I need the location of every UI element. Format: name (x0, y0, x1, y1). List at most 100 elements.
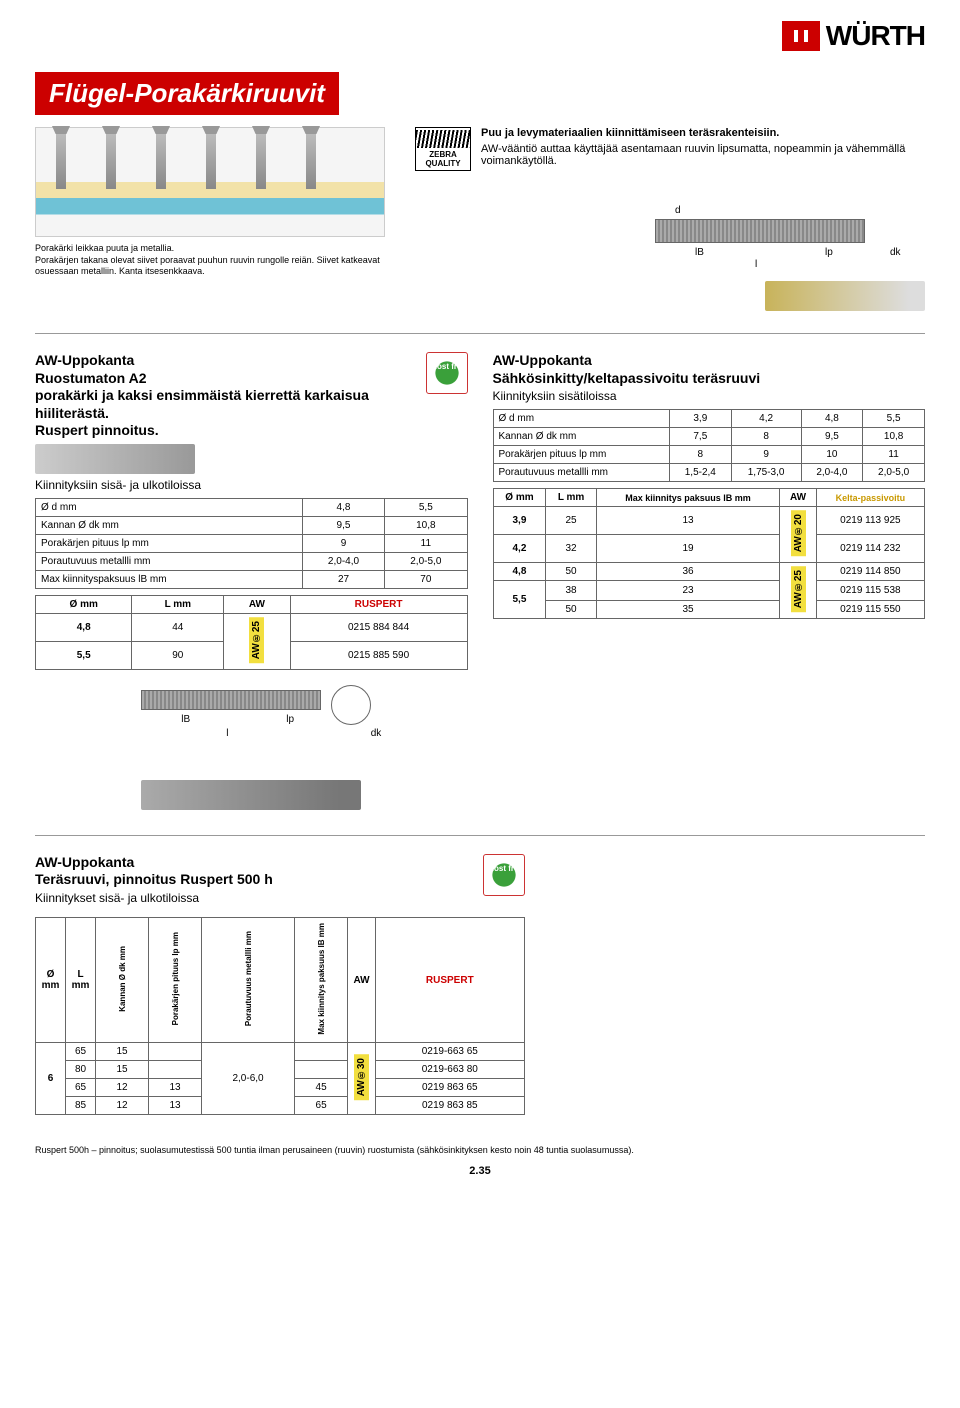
spec-val: 10,8 (385, 516, 467, 534)
spec-val: 9,5 (801, 428, 863, 446)
aw-drive-badge: AW®30 (348, 1043, 376, 1115)
article-number: 0215 884 844 (290, 613, 467, 641)
product-b-heading: AW-Uppokanta Sähkösinkitty/keltapassivoi… (493, 352, 926, 387)
article-number: 0219 863 65 (376, 1079, 524, 1097)
spec-val: 4,8 (302, 498, 384, 516)
spec-label: Porautuvuus metallli mm (36, 552, 303, 570)
length: 90 (132, 641, 224, 669)
product-b: AW-Uppokanta Sähkösinkitty/keltapassivoi… (493, 352, 926, 810)
product-c-heading: AW-Uppokanta Teräsruuvi, pinnoitus Ruspe… (35, 854, 525, 889)
product-a-order-table: Ø mm L mm AW RUSPERT 4,8 44 AW®25 0215 8… (35, 595, 468, 670)
spec-val: 8 (731, 428, 801, 446)
spec-val: 2,0-5,0 (863, 464, 925, 482)
diameter: 4,8 (493, 563, 546, 581)
spec-val: 3,9 (669, 410, 731, 428)
product-a-spec-table: Ø d mm 4,8 5,5 Kannan Ø dk mm 9,5 10,8 Por… (35, 498, 468, 589)
article-number: 0219 114 850 (816, 563, 924, 581)
max-thickness: 23 (596, 581, 780, 601)
spec-val: 9,5 (302, 516, 384, 534)
product-a-photo (35, 444, 195, 474)
aw-drive-badge: AW®25 (780, 563, 816, 619)
rostfrei-badge (426, 352, 468, 394)
spec-label: Kannan Ø dk mm (493, 428, 669, 446)
length: 38 (546, 581, 596, 601)
intro-diagram-col: Porakärki leikkaa puuta ja metallia. Por… (35, 127, 385, 315)
brand-logo-row: WÜRTH (35, 20, 925, 52)
spec-label: Porautuvuus metallli mm (493, 464, 669, 482)
article-number: 0219 863 85 (376, 1097, 524, 1115)
wurth-logo-mark (782, 21, 820, 51)
screw-photo-gold (765, 281, 925, 311)
spec-val: 8 (669, 446, 731, 464)
length: 85 (66, 1097, 96, 1115)
length: 50 (546, 563, 596, 581)
footer-note: Ruspert 500h – pinnoitus; suolasumutesti… (35, 1145, 925, 1155)
product-a: AW-Uppokanta Ruostumaton A2 porakärki ja… (35, 352, 468, 810)
tip-len: 13 (149, 1079, 202, 1097)
head-dia: 12 (96, 1097, 149, 1115)
spec-label: Ø d mm (36, 498, 303, 516)
page-title: Flügel-Porakärkiruuvit (35, 72, 339, 115)
length: 65 (66, 1043, 96, 1061)
length: 44 (132, 613, 224, 641)
length: 65 (66, 1079, 96, 1097)
spec-label: Ø d mm (493, 410, 669, 428)
article-number: 0219-663 65 (376, 1043, 524, 1061)
spec-label: Porakärjen pituus lp mm (493, 446, 669, 464)
aw-drive-badge: AW®25 (224, 613, 290, 669)
article-number: 0219 114 232 (816, 535, 924, 563)
product-c-table: Ø mm L mm Kannan Ø dk mm Porakärjen pitu… (35, 917, 525, 1116)
product-a-heading: AW-Uppokanta Ruostumaton A2 porakärki ja… (35, 352, 468, 440)
max-thickness: 65 (295, 1097, 348, 1115)
spec-val: 2,0-4,0 (302, 552, 384, 570)
diameter: 6 (36, 1043, 66, 1115)
diameter: 3,9 (493, 507, 546, 535)
tip-len: 13 (149, 1097, 202, 1115)
spec-val: 9 (302, 534, 384, 552)
tip-len (149, 1061, 202, 1079)
product-columns: AW-Uppokanta Ruostumaton A2 porakärki ja… (35, 352, 925, 810)
diameter: 4,8 (36, 613, 132, 641)
spec-val: 27 (302, 570, 384, 588)
rostfrei-badge-2 (483, 854, 525, 896)
article-number: 0219-663 80 (376, 1061, 524, 1079)
spec-val: 4,2 (731, 410, 801, 428)
max-thickness (295, 1061, 348, 1079)
spec-val: 2,0-5,0 (385, 552, 467, 570)
spec-val: 4,8 (801, 410, 863, 428)
spec-val: 10 (801, 446, 863, 464)
wurth-logo-text: WÜRTH (826, 20, 925, 52)
max-thickness: 36 (596, 563, 780, 581)
length: 32 (546, 535, 596, 563)
spec-label: Kannan Ø dk mm (36, 516, 303, 534)
head-dia: 15 (96, 1043, 149, 1061)
spec-val: 11 (385, 534, 467, 552)
intro-row: Porakärki leikkaa puuta ja metallia. Por… (35, 127, 925, 315)
spec-label: Porakärjen pituus lp mm (36, 534, 303, 552)
spec-val: 5,5 (385, 498, 467, 516)
spec-val: 11 (863, 446, 925, 464)
tip-len (149, 1043, 202, 1061)
spec-val: 10,8 (863, 428, 925, 446)
zebra-quality-badge: ZEBRA QUALITY (415, 127, 471, 171)
spec-val: 1,75-3,0 (731, 464, 801, 482)
max-thickness: 35 (596, 601, 780, 619)
length: 25 (546, 507, 596, 535)
head-dia: 15 (96, 1061, 149, 1079)
article-number: 0215 885 590 (290, 641, 467, 669)
length: 50 (546, 601, 596, 619)
spec-label: Max kiinnityspaksuus lB mm (36, 570, 303, 588)
length: 80 (66, 1061, 96, 1079)
diameter: 4,2 (493, 535, 546, 563)
spec-val: 5,5 (863, 410, 925, 428)
diameter: 5,5 (493, 581, 546, 619)
product-b-sub: Kiinnityksiin sisätiloissa (493, 389, 926, 403)
spec-val: 7,5 (669, 428, 731, 446)
aw-drive-badge: AW®20 (780, 507, 816, 563)
intro-headline: Puu ja levymateriaalien kiinnittämiseen … (481, 127, 925, 139)
product-c: AW-Uppokanta Teräsruuvi, pinnoitus Ruspe… (35, 854, 525, 1116)
spec-val: 70 (385, 570, 467, 588)
article-number: 0219 115 550 (816, 601, 924, 619)
product-c-sub: Kiinnitykset sisä- ja ulkotiloissa (35, 891, 525, 905)
product-a-sub: Kiinnityksiin sisä- ja ulkotiloissa (35, 478, 468, 492)
